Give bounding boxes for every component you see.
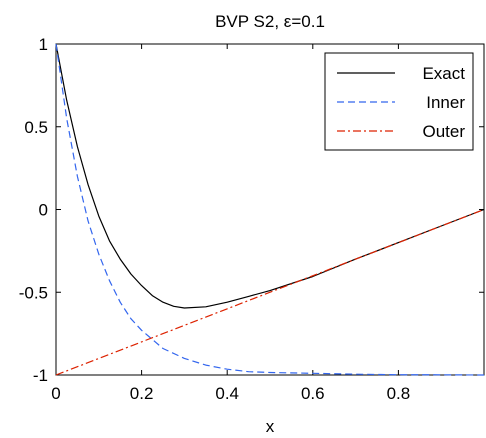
y-tick-label: 0 [39,201,48,220]
legend-label-exact: Exact [422,64,465,83]
y-tick-label: 1 [39,35,48,54]
series-line-exact [55,43,485,309]
chart-title: BVP S2, ε=0.1 [215,12,325,31]
plot-area: 0 0.2 0.4 0.6 0.8 -1 -0.5 0 0.5 1 Exact Inner Outer [19,35,485,403]
x-tick-label: 0.2 [130,384,154,403]
x-axis-label: x [266,417,275,436]
x-tick-label: 0 [51,384,60,403]
y-tick-label: 0.5 [24,118,48,137]
series-line-inner [55,43,485,376]
y-tick-label: -1 [33,366,48,385]
y-tick-label: -0.5 [19,283,48,302]
series-line-outer [55,208,485,376]
legend-label-outer: Outer [422,122,465,141]
x-tick-label: 0.8 [387,384,411,403]
x-tick-label: 0.6 [301,384,325,403]
x-tick-label: 0.4 [215,384,239,403]
legend-label-inner: Inner [426,93,465,112]
